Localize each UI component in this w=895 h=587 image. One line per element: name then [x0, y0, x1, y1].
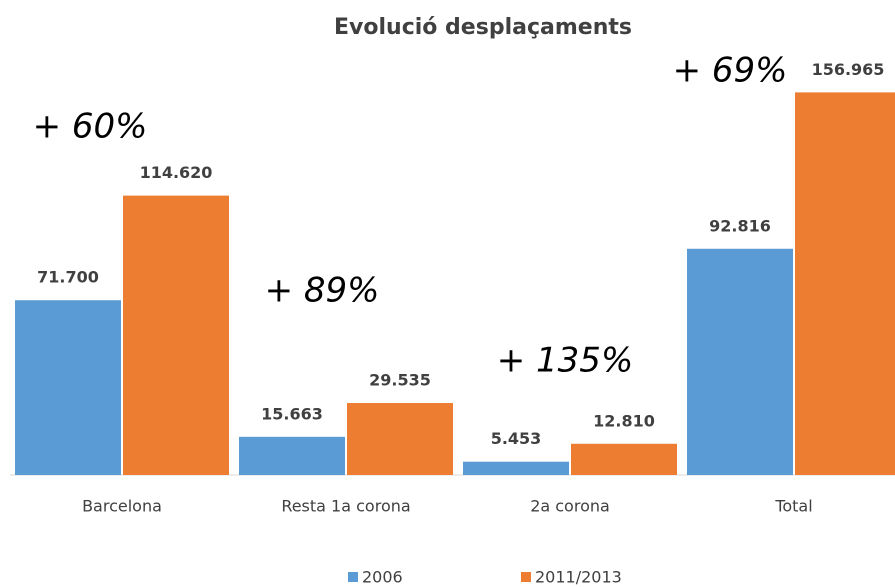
annotation: + 135% — [497, 341, 634, 381]
value-label: 92.816 — [709, 216, 771, 235]
legend-swatch — [521, 572, 531, 582]
value-label: 15.663 — [261, 404, 323, 423]
bar — [347, 403, 453, 475]
annotation: + 69% — [673, 51, 788, 91]
bar — [463, 461, 569, 475]
value-label: 12.810 — [593, 411, 655, 430]
bar — [15, 300, 121, 475]
bar — [571, 443, 677, 475]
bar — [795, 92, 895, 475]
chart-title: Evolució desplaçaments — [334, 15, 632, 40]
bar — [123, 195, 229, 475]
bar — [239, 436, 345, 475]
annotation: + 89% — [265, 271, 380, 311]
value-label: 156.965 — [812, 60, 885, 79]
legend-label: 2006 — [362, 568, 403, 587]
x-tick-label: Barcelona — [82, 497, 162, 516]
x-tick-label: 2a corona — [530, 497, 610, 516]
value-label: 114.620 — [140, 163, 213, 182]
bar — [687, 248, 793, 475]
value-label: 5.453 — [491, 429, 542, 448]
legend-label: 2011/2013 — [535, 568, 622, 587]
value-label: 71.700 — [37, 268, 99, 287]
legend-swatch — [348, 572, 358, 582]
x-tick-label: Resta 1a corona — [281, 497, 410, 516]
value-label: 29.535 — [369, 371, 431, 390]
annotation: + 60% — [33, 107, 148, 147]
x-tick-label: Total — [774, 497, 812, 516]
